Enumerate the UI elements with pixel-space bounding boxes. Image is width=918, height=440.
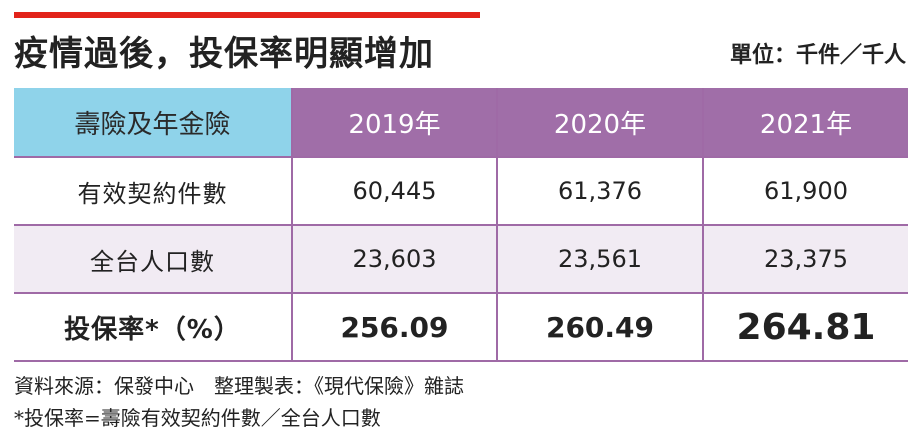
chart-title: 疫情過後，投保率明顯增加 [14, 34, 434, 74]
table-cell: 23,561 [496, 224, 703, 293]
column-header-category: 壽險及年金險 [14, 88, 292, 157]
table-cell: 23,603 [291, 224, 497, 293]
title-accent-bar [14, 12, 480, 18]
table-cell: 61,900 [702, 156, 908, 225]
table-header-row: 壽險及年金險 2019年 2020年 2021年 [14, 88, 908, 157]
table-cell: 60,445 [291, 156, 497, 225]
column-header-2021: 2021年 [702, 88, 908, 157]
footnote: *投保率=壽險有效契約件數／全台人口數 [14, 406, 381, 430]
table-cell: 256.09 [291, 292, 497, 362]
data-table: 壽險及年金險 2019年 2020年 2021年 有效契約件數 60,445 6… [14, 88, 908, 362]
column-header-2019: 2019年 [291, 88, 497, 157]
notes: 資料來源：保發中心 整理製表：《現代保險》雜誌 *投保率=壽險有效契約件數／全台… [14, 370, 464, 434]
row-label-contracts: 有效契約件數 [14, 156, 292, 225]
table-row: 投保率*（%） 256.09 260.49 264.81 [14, 292, 908, 362]
source-note: 資料來源：保發中心 整理製表：《現代保險》雜誌 [14, 374, 464, 398]
table-cell-highlight: 264.81 [702, 292, 908, 362]
table-row: 有效契約件數 60,445 61,376 61,900 [14, 156, 908, 225]
row-label-insurance-rate: 投保率*（%） [14, 292, 292, 362]
column-header-2020: 2020年 [496, 88, 703, 157]
row-label-population: 全台人口數 [14, 224, 292, 293]
table-row: 全台人口數 23,603 23,561 23,375 [14, 224, 908, 293]
table-cell: 61,376 [496, 156, 703, 225]
unit-label: 單位：千件／千人 [729, 43, 906, 68]
table-cell: 23,375 [702, 224, 908, 293]
table-cell: 260.49 [496, 292, 703, 362]
